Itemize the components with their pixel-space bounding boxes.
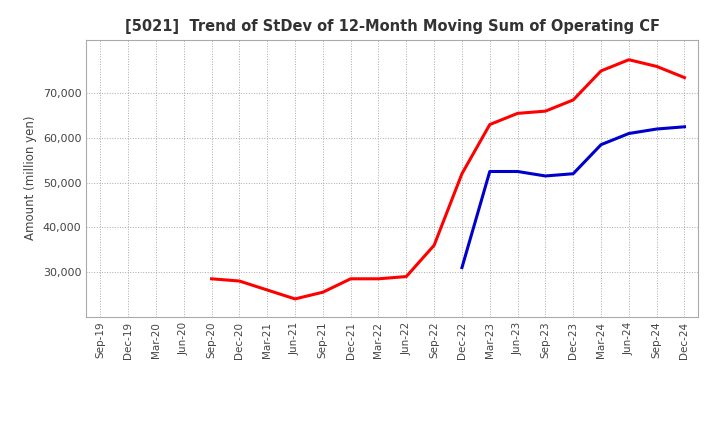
5 Years xyxy=(597,142,606,147)
5 Years xyxy=(485,169,494,174)
3 Years xyxy=(624,57,633,62)
3 Years xyxy=(318,290,327,295)
Title: [5021]  Trend of StDev of 12-Month Moving Sum of Operating CF: [5021] Trend of StDev of 12-Month Moving… xyxy=(125,19,660,34)
Y-axis label: Amount (million yen): Amount (million yen) xyxy=(24,116,37,240)
3 Years xyxy=(597,68,606,73)
3 Years xyxy=(652,64,661,69)
Line: 3 Years: 3 Years xyxy=(212,60,685,299)
3 Years xyxy=(485,122,494,127)
3 Years xyxy=(569,97,577,103)
7 Years xyxy=(680,147,689,152)
3 Years xyxy=(207,276,216,282)
3 Years xyxy=(513,111,522,116)
3 Years xyxy=(458,171,467,176)
5 Years xyxy=(458,265,467,270)
3 Years xyxy=(346,276,355,282)
3 Years xyxy=(374,276,383,282)
3 Years xyxy=(680,75,689,80)
5 Years xyxy=(541,173,550,179)
5 Years xyxy=(513,169,522,174)
3 Years xyxy=(291,296,300,301)
5 Years xyxy=(624,131,633,136)
5 Years xyxy=(680,124,689,129)
3 Years xyxy=(263,287,271,293)
Line: 5 Years: 5 Years xyxy=(462,127,685,268)
3 Years xyxy=(402,274,410,279)
3 Years xyxy=(541,109,550,114)
5 Years xyxy=(569,171,577,176)
3 Years xyxy=(235,279,243,284)
3 Years xyxy=(430,242,438,248)
5 Years xyxy=(652,126,661,132)
